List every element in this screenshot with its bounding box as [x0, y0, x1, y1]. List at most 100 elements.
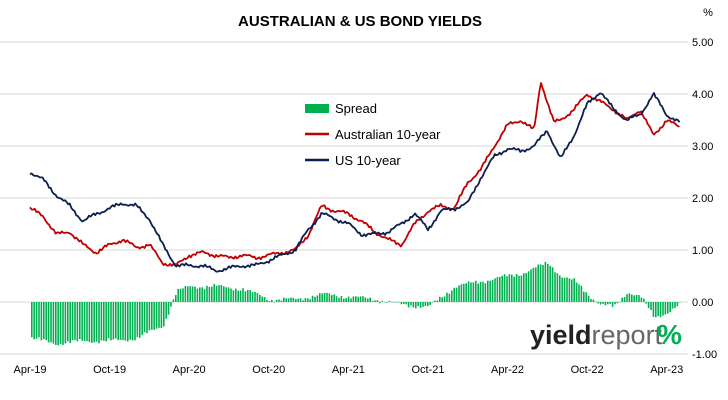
spread-column: [74, 302, 76, 341]
spread-column: [592, 299, 595, 302]
spread-column: [415, 302, 417, 309]
y-tick-label: 2.00: [692, 193, 713, 205]
spread-column: [527, 271, 530, 302]
spread-column: [254, 291, 256, 302]
spread-column: [52, 302, 55, 344]
spread-column: [314, 296, 316, 302]
spread-column: [328, 293, 331, 302]
spread-column: [340, 295, 343, 302]
spread-column: [513, 276, 515, 302]
spread-column: [211, 286, 213, 302]
x-tick-label: Apr-19: [13, 364, 46, 376]
spread-column: [568, 278, 571, 302]
spread-column: [676, 302, 679, 307]
spread-column: [151, 302, 153, 330]
spread-column: [638, 295, 640, 302]
spread-column: [201, 287, 203, 302]
spread-column: [227, 287, 230, 302]
spread-column: [230, 288, 232, 302]
spread-column: [57, 302, 59, 346]
spread-column: [357, 296, 359, 302]
spread-column: [410, 302, 412, 306]
spread-column: [614, 302, 616, 305]
spread-column: [422, 302, 424, 307]
spread-column: [223, 286, 225, 302]
spread-column: [43, 302, 45, 340]
spread-column: [235, 288, 237, 302]
spread-column: [525, 273, 527, 302]
spread-column: [369, 297, 371, 302]
spread-column: [597, 302, 599, 304]
spread-column: [338, 297, 340, 302]
spread-column: [100, 302, 103, 341]
spread-column: [659, 302, 662, 318]
spread-column: [388, 300, 391, 302]
spread-column: [563, 277, 566, 302]
spread-column: [266, 300, 268, 302]
spread-column: [165, 302, 167, 319]
spread-column: [619, 302, 621, 303]
x-tick-label: Oct-22: [571, 364, 604, 376]
yieldreport-logo: yieldreport %: [530, 319, 682, 350]
spread-column: [635, 294, 638, 302]
spread-column: [93, 302, 95, 343]
spread-columns: [31, 261, 681, 346]
spread-column: [326, 292, 328, 302]
spread-column: [400, 302, 403, 305]
spread-column: [321, 293, 323, 302]
spread-column: [475, 280, 477, 302]
y-axis-ticks: 5.00 4.00 3.00 2.00 1.00 0.00 -1.00: [692, 37, 717, 361]
spread-column: [669, 302, 671, 313]
spread-column: [215, 285, 218, 302]
spread-column: [662, 302, 664, 316]
spread-column: [124, 302, 127, 341]
spread-column: [566, 277, 568, 302]
spread-column: [381, 301, 383, 302]
spread-column: [571, 279, 573, 302]
spread-column: [311, 295, 314, 302]
spread-column: [273, 302, 275, 303]
spread-column: [141, 302, 143, 335]
spread-column: [386, 302, 388, 303]
spread-column: [110, 302, 112, 341]
spread-column: [643, 298, 645, 302]
spread-column: [103, 302, 105, 341]
spread-column: [407, 302, 410, 308]
spread-column: [547, 263, 549, 302]
spread-column: [551, 267, 554, 302]
spread-column: [59, 302, 62, 344]
spread-column: [671, 302, 674, 309]
spread-column: [182, 288, 184, 302]
spread-column: [532, 267, 535, 302]
spread-column: [431, 302, 434, 303]
x-tick-label: Apr-20: [173, 364, 206, 376]
spread-column: [160, 302, 163, 328]
spread-column: [64, 302, 67, 344]
spread-column: [607, 302, 609, 305]
spread-column: [364, 297, 367, 302]
legend-swatch-spread: [305, 104, 329, 113]
spread-column: [604, 302, 607, 306]
spread-column: [448, 293, 451, 302]
spread-column: [345, 298, 347, 302]
spread-column: [496, 277, 499, 302]
spread-column: [251, 292, 254, 302]
x-tick-label: Apr-23: [650, 364, 683, 376]
spread-column: [275, 299, 278, 302]
y-tick-label: -1.00: [692, 349, 717, 361]
spread-column: [503, 274, 506, 302]
y-axis-unit: %: [703, 7, 713, 19]
spread-column: [626, 294, 628, 302]
x-tick-label: Oct-19: [93, 364, 126, 376]
spread-column: [664, 302, 667, 315]
spread-column: [139, 302, 141, 338]
spread-column: [136, 302, 139, 337]
spread-column: [417, 302, 419, 307]
spread-column: [134, 302, 136, 341]
spread-column: [33, 302, 35, 340]
spread-column: [47, 302, 50, 343]
spread-column: [271, 299, 273, 302]
spread-column: [583, 291, 585, 302]
spread-column: [611, 302, 614, 307]
spread-column: [91, 302, 93, 343]
